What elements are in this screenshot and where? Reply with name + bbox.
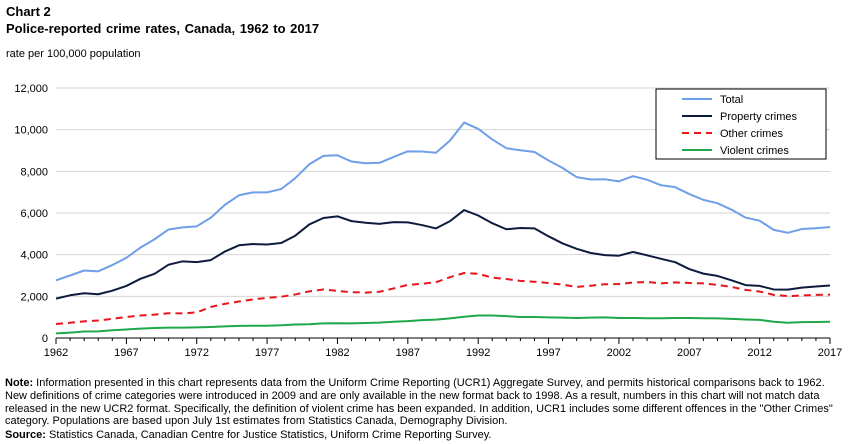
x-tick-label: 2012 — [747, 347, 771, 359]
legend: Total Property crimes Other crimes Violent … — [655, 88, 827, 160]
x-tick-label: 1972 — [184, 347, 208, 359]
x-tick-label: 1987 — [396, 347, 420, 359]
x-tick-label: 1967 — [114, 347, 138, 359]
y-tick-label: 6,000 — [20, 208, 48, 220]
x-tick-label: 1962 — [44, 347, 68, 359]
line-chart: 0 2,000 4,000 6,000 8,000 10,000 12,000 1962 196… — [14, 83, 842, 359]
y-tick-label: 0 — [42, 333, 48, 345]
x-tick-label: 1982 — [325, 347, 349, 359]
legend-label: Property crimes — [720, 111, 798, 123]
series-line-other-crimes — [55, 272, 831, 326]
y-tick-label: 8,000 — [20, 166, 48, 178]
chart-source: Source: Statistics Canada, Canadian Cent… — [5, 429, 845, 442]
legend-label: Total — [720, 94, 743, 106]
source-label: Source: — [5, 429, 46, 441]
x-tick-label: 2002 — [607, 347, 631, 359]
chart-number: Chart 2 — [6, 4, 51, 19]
chart-note: Note: Information presented in this char… — [5, 377, 845, 428]
chart-title: Police-reported crime rates, Canada, 196… — [6, 21, 320, 36]
legend-label: Violent crimes — [720, 145, 789, 157]
x-tick-label: 2007 — [677, 347, 701, 359]
series-lines — [55, 121, 831, 335]
legend-box — [655, 88, 827, 160]
x-tick-label: 1992 — [466, 347, 490, 359]
series-line-violent-crimes — [55, 314, 831, 335]
y-axis-label: rate per 100,000 population — [6, 48, 141, 60]
x-tick-label: 1997 — [536, 347, 560, 359]
note-label: Note: — [5, 377, 34, 389]
y-tick-label: 12,000 — [14, 83, 48, 95]
legend-label: Other crimes — [720, 128, 783, 140]
y-tick-label: 2,000 — [20, 291, 48, 303]
y-tick-label: 4,000 — [20, 250, 48, 262]
axes: 0 2,000 4,000 6,000 8,000 10,000 12,000 1962 196… — [14, 83, 842, 359]
note-text: Information presented in this chart repr… — [5, 377, 833, 428]
y-tick-label: 10,000 — [14, 125, 48, 137]
x-tick-label: 2017 — [818, 347, 842, 359]
x-tick-label: 1977 — [255, 347, 279, 359]
series-line-total — [55, 121, 831, 282]
source-text: Statistics Canada, Canadian Centre for J… — [49, 429, 492, 441]
series-line-property-crimes — [55, 209, 831, 300]
